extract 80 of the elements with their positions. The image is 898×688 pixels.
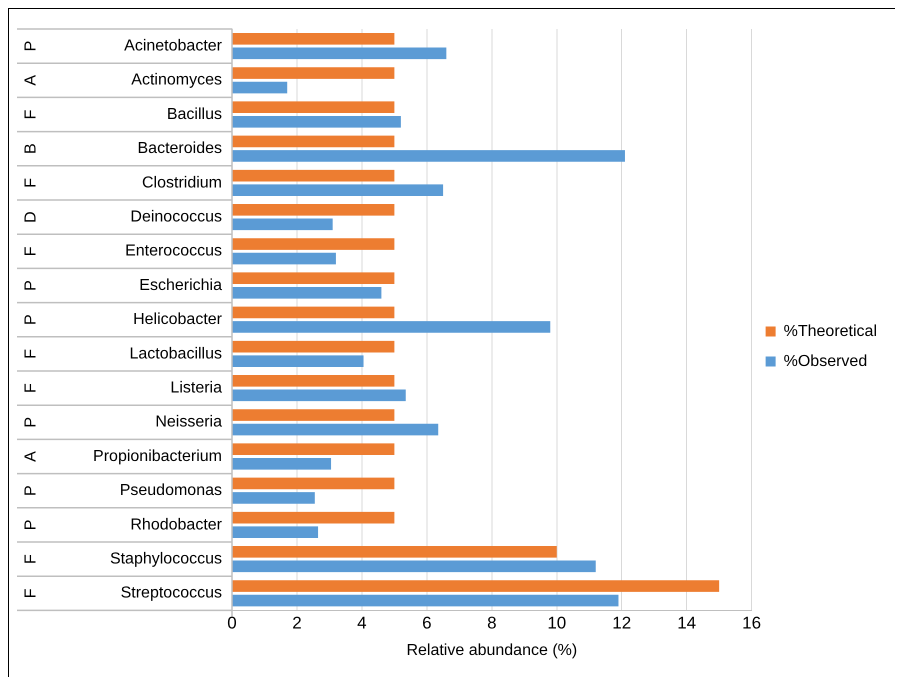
legend-label: %Theoretical (784, 322, 877, 340)
y-tick-label: Helicobacter (133, 311, 223, 328)
bar (232, 560, 596, 572)
y-tick-label: Pseudomonas (120, 482, 222, 500)
bar (232, 218, 333, 230)
y-tick-label: Actinomyces (131, 72, 222, 89)
bar (232, 546, 557, 558)
text: B (22, 143, 40, 154)
bar (232, 136, 394, 148)
bar (232, 272, 394, 284)
bar (232, 321, 550, 333)
x-tick-label: 0 (227, 613, 237, 632)
bar (232, 150, 625, 162)
bar (232, 580, 720, 592)
bar (232, 306, 394, 318)
y-tick-label: Staphylococcus (110, 550, 222, 568)
y-tick-label: Deinococcus (130, 208, 222, 226)
x-tick-label: 6 (422, 613, 432, 632)
text: F (22, 554, 40, 564)
bar (232, 101, 394, 114)
x-axis-title: Relative abundance (%) (406, 642, 578, 659)
x-tick-label: 10 (547, 613, 566, 632)
y-tick-label: Listeria (170, 380, 222, 397)
text: P (22, 520, 40, 530)
text: F (22, 348, 40, 359)
bar (232, 116, 401, 128)
y-tick-label: Bacillus (166, 106, 222, 123)
text: F (22, 246, 40, 256)
bar (232, 390, 406, 402)
y-tick-label: Lactobacillus (130, 345, 222, 362)
x-tick-label: 14 (677, 613, 696, 632)
text: A (22, 450, 40, 462)
bar (232, 424, 438, 436)
text: D (22, 211, 40, 223)
bar (232, 252, 336, 264)
x-tick-label: 16 (742, 613, 762, 632)
legend-label: %Observed (784, 352, 868, 370)
bar (232, 458, 332, 470)
bar (232, 33, 394, 45)
bar (232, 340, 394, 352)
x-tick-label: 2 (292, 613, 302, 632)
bar (232, 170, 394, 182)
bar (232, 594, 618, 606)
text: F (22, 178, 40, 188)
bar (232, 443, 394, 456)
text: A (22, 74, 40, 86)
y-tick-label: Clostridium (142, 174, 222, 192)
text: F (22, 588, 40, 598)
x-tick-label: 12 (612, 613, 632, 632)
y-tick-label: Rhodobacter (130, 516, 223, 534)
text: P (22, 40, 40, 52)
bar (232, 375, 394, 387)
text: P (22, 416, 40, 428)
x-tick-label: 4 (357, 613, 367, 632)
y-tick-label: Acinetobacter (124, 38, 223, 55)
text: P (22, 280, 40, 291)
text: P (22, 314, 40, 326)
bar (232, 67, 394, 79)
bar (232, 82, 288, 94)
bar (232, 526, 318, 538)
bar (232, 48, 446, 60)
bar (232, 492, 315, 504)
y-tick-label: Bacteroides (138, 140, 222, 158)
y-tick-label: Enterococcus (125, 242, 222, 260)
y-tick-label: Neisseria (155, 414, 222, 431)
x-tick-label: 8 (487, 613, 497, 632)
text: P (22, 485, 40, 496)
y-tick-label: Streptococcus (120, 584, 222, 602)
y-tick-label: Propionibacterium (93, 448, 222, 465)
bar (232, 512, 394, 524)
bar (232, 238, 394, 250)
text: F (22, 109, 40, 120)
bar (232, 204, 394, 216)
bar (232, 184, 444, 196)
bar (232, 355, 364, 367)
bar (232, 409, 394, 421)
y-tick-label: Escherichia (139, 276, 222, 294)
bar (232, 286, 382, 299)
text: F (22, 382, 40, 393)
bar (232, 478, 394, 490)
